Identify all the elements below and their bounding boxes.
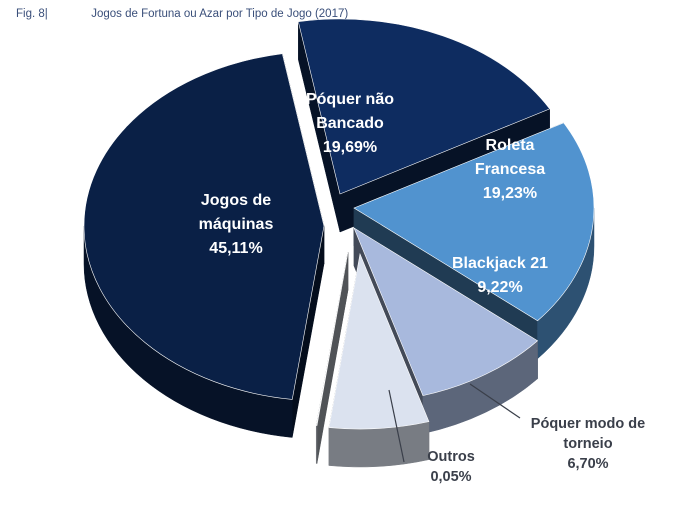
slice-label-outros: Outros 0,05% bbox=[427, 449, 475, 485]
slice-label-póquer-modo-de-torneio: Póquer modo de torneio 6,70% bbox=[531, 416, 645, 472]
pie-slice-póquer-modo-de-torneio bbox=[328, 252, 430, 430]
pie-slice-póquer-não-bancado bbox=[297, 18, 551, 195]
slice-label-blackjack-21: Blackjack 21 9,22% bbox=[452, 255, 548, 296]
figure-header: Fig. 8| Jogos de Fortuna ou Azar por Tip… bbox=[16, 8, 348, 20]
figure-number: Fig. 8| bbox=[16, 8, 48, 20]
slice-label-póquer-não-bancado: Póquer não Bancado 19,69% bbox=[306, 91, 394, 156]
pie-slice-outros bbox=[315, 251, 349, 426]
slice-label-jogos-de-máquinas: Jogos de máquinas 45,11% bbox=[199, 192, 274, 257]
pie-slice-jogos-de-máquinas bbox=[83, 53, 325, 400]
pie-rim-outros bbox=[315, 425, 318, 464]
slice-label-roleta-francesa: Roleta Francesa 19,23% bbox=[475, 137, 545, 202]
leader-line-outros bbox=[388, 389, 405, 463]
leader-line-póquer-modo-de-torneio bbox=[469, 383, 521, 419]
figure-title: Jogos de Fortuna ou Azar por Tipo de Jog… bbox=[91, 8, 349, 20]
pie-slice-roleta-francesa bbox=[353, 122, 595, 322]
pie-tops bbox=[83, 18, 595, 430]
pie-slice-blackjack-21 bbox=[353, 227, 539, 396]
pie-labels: Póquer não Bancado 19,69% Roleta Francesa 19,… bbox=[199, 91, 646, 485]
